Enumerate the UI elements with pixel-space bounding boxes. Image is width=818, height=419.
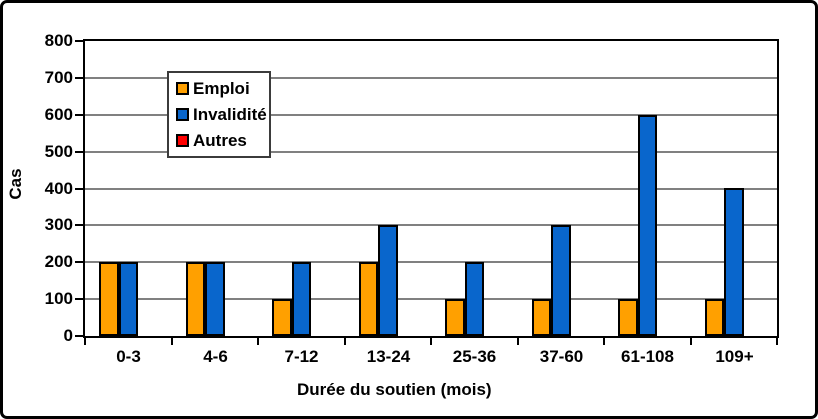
bar-invalidité-0-3 <box>118 262 138 336</box>
x-tick-label: 0-3 <box>116 347 141 366</box>
legend-label: Autres <box>193 131 247 150</box>
y-tick <box>75 77 83 79</box>
bar-emploi-25-36 <box>445 299 465 336</box>
y-tick <box>75 298 83 300</box>
y-tick-label: 800 <box>44 31 73 50</box>
x-axis-title: Durée du soutien (mois) <box>297 380 492 399</box>
x-tick <box>84 338 86 345</box>
bar-invalidité-13-24 <box>378 225 398 336</box>
bar-emploi-109+ <box>704 299 724 336</box>
bar-emploi-13-24 <box>358 262 378 336</box>
gridline <box>85 261 777 263</box>
gridline <box>85 114 777 116</box>
legend: Emploi Invalidité Autres <box>167 71 271 158</box>
y-tick <box>75 335 83 337</box>
legend-item-emploi: Emploi <box>176 79 263 98</box>
bar-emploi-0-3 <box>99 262 119 336</box>
y-tick-label: 300 <box>44 215 73 234</box>
y-tick-label: 400 <box>44 179 73 198</box>
x-tick-label: 109+ <box>715 347 754 366</box>
x-tick <box>603 338 605 345</box>
y-tick <box>75 261 83 263</box>
legend-swatch-emploi <box>176 82 189 95</box>
x-tick <box>690 338 692 345</box>
y-tick <box>75 224 83 226</box>
bar-emploi-37-60 <box>531 299 551 336</box>
x-tick <box>344 338 346 345</box>
bar-emploi-7-12 <box>272 299 292 336</box>
x-tick-label: 61-108 <box>621 347 674 366</box>
y-tick <box>75 114 83 116</box>
bar-invalidité-37-60 <box>551 225 571 336</box>
gridline <box>85 298 777 300</box>
bar-invalidité-7-12 <box>291 262 311 336</box>
y-tick-label: 200 <box>44 252 73 271</box>
x-tick <box>517 338 519 345</box>
y-tick <box>75 151 83 153</box>
bar-invalidité-4-6 <box>205 262 225 336</box>
x-tick-label: 25-36 <box>452 347 497 366</box>
legend-label: Emploi <box>193 79 250 98</box>
gridline <box>85 77 777 79</box>
bar-invalidité-25-36 <box>464 262 484 336</box>
legend-label: Invalidité <box>193 105 267 124</box>
gridline <box>85 151 777 153</box>
y-tick-label: 500 <box>44 142 73 161</box>
legend-item-invalidité: Invalidité <box>176 105 267 124</box>
x-tick-label: 13-24 <box>366 347 411 366</box>
x-tick-label: 7-12 <box>284 347 319 366</box>
x-tick-label: 4-6 <box>203 347 228 366</box>
gridline <box>85 224 777 226</box>
plot-area <box>83 39 779 338</box>
x-tick <box>257 338 259 345</box>
y-tick <box>75 40 83 42</box>
y-tick-label: 600 <box>44 105 73 124</box>
x-tick <box>776 338 778 345</box>
y-tick <box>75 188 83 190</box>
bar-invalidité-109+ <box>724 188 744 336</box>
y-tick-label: 100 <box>44 289 73 308</box>
y-tick-label: 0 <box>63 326 73 345</box>
legend-swatch-invalidité <box>176 108 189 121</box>
bar-emploi-61-108 <box>618 299 638 336</box>
legend-swatch-autres <box>176 134 189 147</box>
bar-invalidité-61-108 <box>637 115 657 336</box>
y-tick-label: 700 <box>44 68 73 87</box>
x-tick-label: 37-60 <box>539 347 584 366</box>
gridline <box>85 188 777 190</box>
bar-emploi-4-6 <box>185 262 205 336</box>
x-tick <box>430 338 432 345</box>
y-axis-title: Cas <box>6 168 25 200</box>
legend-item-autres: Autres <box>176 131 263 150</box>
x-tick <box>171 338 173 345</box>
